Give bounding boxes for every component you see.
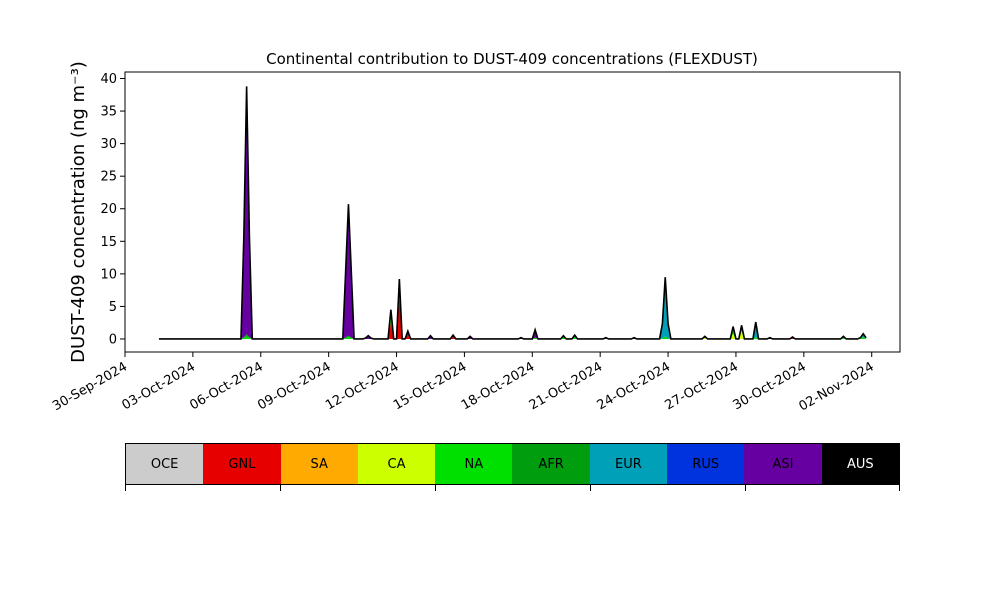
legend-item-aus: AUS bbox=[821, 444, 899, 484]
x-tick-label: 30-Sep-2024 bbox=[50, 359, 130, 414]
y-tick-label: 0 bbox=[109, 332, 117, 347]
legend-item-ca: CA bbox=[357, 444, 436, 484]
legend-item-gnl: GNL bbox=[203, 444, 281, 484]
x-tick-label: 02-Nov-2024 bbox=[796, 359, 876, 414]
y-axis-ticks: 0 5 10 15 20 25 30 35 40 bbox=[100, 72, 125, 347]
legend-item-na: NA bbox=[435, 444, 513, 484]
x-tick-label: 24-Oct-2024 bbox=[595, 359, 673, 413]
x-tick-label: 21-Oct-2024 bbox=[527, 359, 605, 413]
colorbar-tick bbox=[745, 485, 746, 491]
chart-title: Continental contribution to DUST-409 con… bbox=[266, 50, 758, 68]
x-tick-label: 12-Oct-2024 bbox=[323, 359, 401, 413]
colorbar-tick bbox=[125, 485, 126, 491]
x-tick-label: 27-Oct-2024 bbox=[663, 359, 741, 413]
colorbar-tick bbox=[435, 485, 436, 491]
legend-item-rus: RUS bbox=[667, 444, 745, 484]
x-tick-label: 18-Oct-2024 bbox=[459, 359, 537, 413]
colorbar-tick bbox=[590, 485, 591, 491]
y-tick-label: 30 bbox=[100, 137, 117, 152]
legend-item-oce: OCE bbox=[126, 444, 204, 484]
y-tick-label: 15 bbox=[100, 235, 117, 250]
x-axis-ticks: 30-Sep-202403-Oct-202406-Oct-202409-Oct-… bbox=[50, 352, 877, 414]
legend-item-asi: ASI bbox=[744, 444, 822, 484]
x-tick-label: 09-Oct-2024 bbox=[255, 359, 333, 413]
legend-item-eur: EUR bbox=[589, 444, 668, 484]
x-tick-label: 30-Oct-2024 bbox=[730, 359, 808, 413]
y-tick-label: 40 bbox=[100, 72, 117, 87]
x-tick-label: 15-Oct-2024 bbox=[391, 359, 469, 413]
legend-item-sa: SA bbox=[280, 444, 358, 484]
y-tick-label: 10 bbox=[100, 267, 117, 282]
total-outline bbox=[158, 86, 867, 340]
colorbar-tick bbox=[280, 485, 281, 491]
y-tick-label: 20 bbox=[100, 202, 117, 217]
y-tick-label: 5 bbox=[109, 300, 117, 315]
plot-border bbox=[124, 71, 901, 353]
y-axis-label: DUST-409 concentration (ng m⁻³) bbox=[68, 61, 89, 363]
x-tick-label: 03-Oct-2024 bbox=[119, 359, 197, 413]
colorbar-ticks bbox=[125, 485, 900, 493]
legend-item-afr: AFR bbox=[512, 444, 590, 484]
y-tick-label: 35 bbox=[100, 105, 117, 120]
y-tick-label: 25 bbox=[100, 170, 117, 185]
plot-area bbox=[124, 71, 901, 353]
x-tick-label: 06-Oct-2024 bbox=[187, 359, 265, 413]
colorbar-tick bbox=[899, 485, 900, 491]
continent-colorbar: OCE GNL SA CA NA AFR EUR RUS ASI AUS bbox=[125, 443, 900, 485]
